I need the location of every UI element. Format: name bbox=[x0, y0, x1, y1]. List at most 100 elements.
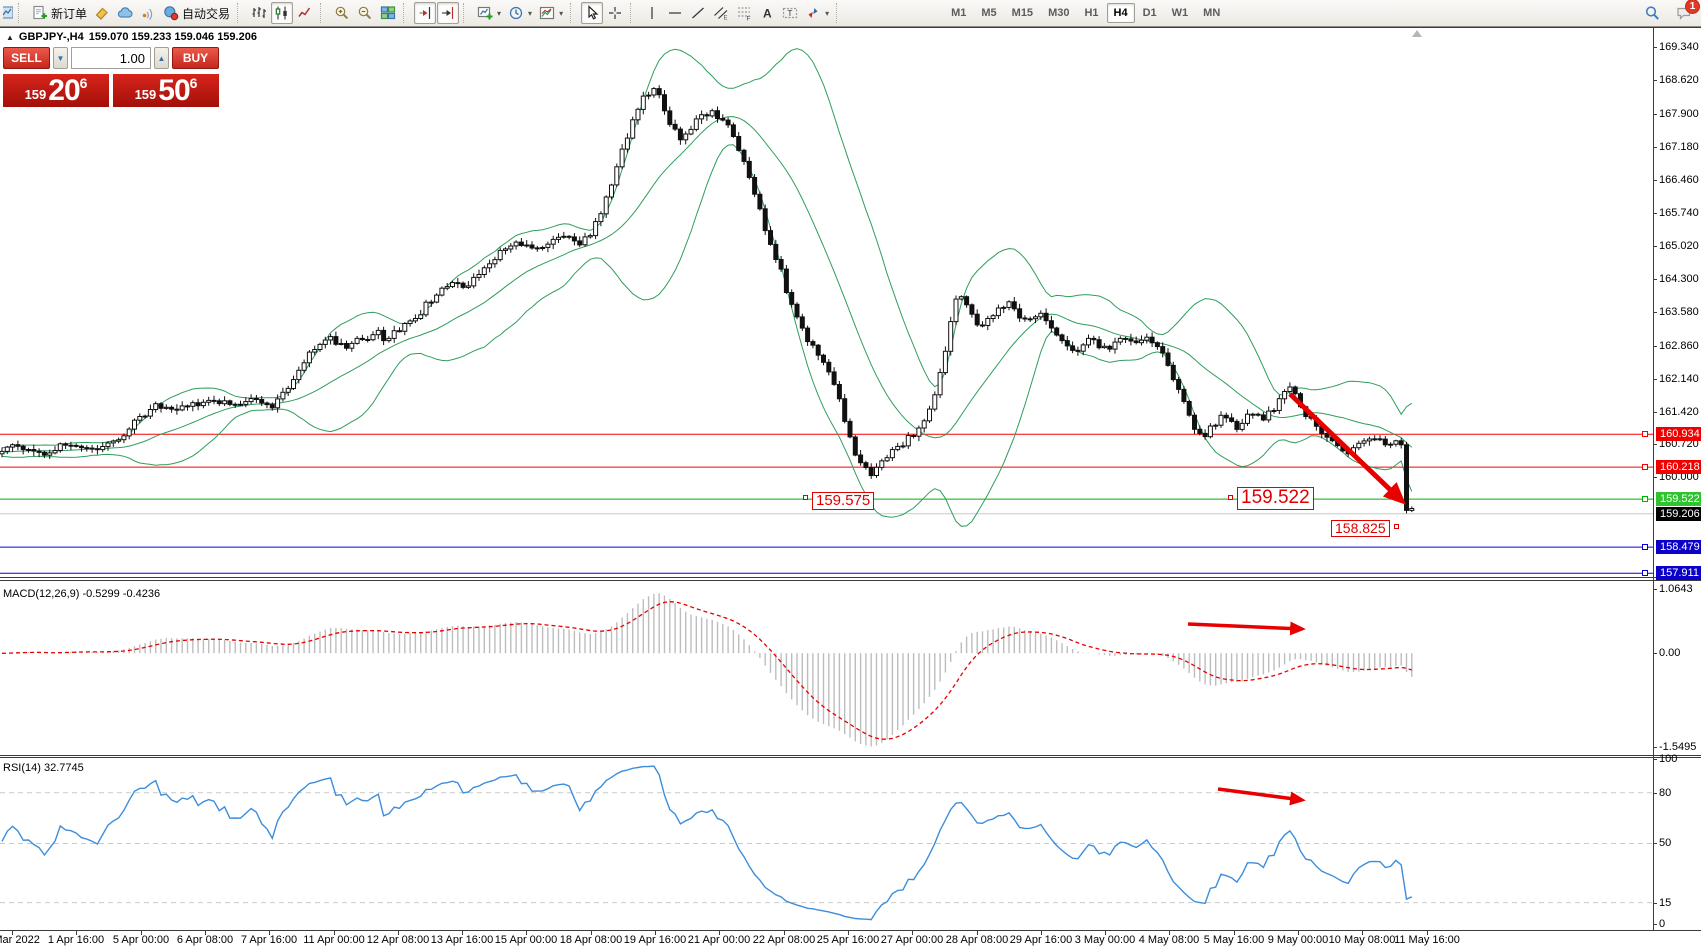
rsi-tick-label: 15 bbox=[1659, 897, 1672, 909]
hline-handle[interactable] bbox=[1642, 430, 1648, 437]
trendline-button[interactable] bbox=[687, 2, 709, 24]
autotrading-button[interactable]: 自动交易 bbox=[160, 2, 233, 24]
timeframe-w1[interactable]: W1 bbox=[1171, 7, 1189, 19]
auto-scroll-button[interactable] bbox=[437, 2, 460, 24]
macd-tick-label: -1.5495 bbox=[1659, 741, 1697, 753]
volume-stepper-down[interactable]: ▼ bbox=[53, 47, 68, 69]
timeframe-m1[interactable]: M1 bbox=[951, 7, 967, 19]
mql5-cloud-button[interactable] bbox=[114, 2, 136, 24]
text-button[interactable]: A bbox=[756, 2, 778, 24]
price-tick-label: 167.180 bbox=[1659, 141, 1699, 153]
tile-windows-button[interactable] bbox=[377, 2, 399, 24]
rsi-tick-label: 80 bbox=[1659, 787, 1672, 799]
price-badge: 159.206 bbox=[1656, 507, 1701, 521]
rsi-arrow[interactable] bbox=[1217, 787, 1306, 806]
time-tick-label: 6 Apr 08:00 bbox=[176, 934, 234, 946]
periods-button[interactable]: ▾ bbox=[505, 2, 535, 24]
hline-button[interactable] bbox=[664, 2, 686, 24]
crosshair-button[interactable] bbox=[604, 2, 626, 24]
rsi-tick-mark bbox=[1653, 924, 1657, 925]
price-tick-mark bbox=[1653, 477, 1657, 478]
volume-stepper-up[interactable]: ▲ bbox=[154, 47, 169, 69]
timeframe-h1[interactable]: H1 bbox=[1084, 7, 1099, 19]
timeframe-m15[interactable]: M15 bbox=[1011, 7, 1034, 19]
main-price-chart[interactable] bbox=[0, 28, 1653, 577]
arrows-button[interactable]: ▾ bbox=[802, 2, 832, 24]
panel-separator[interactable] bbox=[0, 577, 1701, 578]
price-tick-mark bbox=[1653, 312, 1657, 313]
search-button[interactable] bbox=[1641, 2, 1663, 24]
macd-tick-label: 0.00 bbox=[1659, 647, 1681, 659]
chart-shift-button[interactable] bbox=[414, 2, 437, 24]
notifications-button[interactable]: 1 bbox=[1673, 0, 1700, 24]
price-label-object[interactable]: 159.522 bbox=[1237, 487, 1314, 510]
label-button[interactable]: T bbox=[779, 2, 801, 24]
macd-panel[interactable] bbox=[0, 581, 1653, 754]
hline-handle[interactable] bbox=[1642, 569, 1648, 576]
line-chart-button[interactable] bbox=[294, 2, 316, 24]
price-tick-label: 163.580 bbox=[1659, 306, 1699, 318]
price-tick-mark bbox=[1653, 412, 1657, 413]
new-chart-button[interactable]: ▾ bbox=[474, 2, 504, 24]
panel-separator[interactable] bbox=[0, 757, 1701, 758]
chart-window-button[interactable] bbox=[2, 2, 14, 24]
bar-chart-button[interactable] bbox=[248, 2, 270, 24]
time-tick-mark bbox=[1041, 931, 1042, 935]
buy-button[interactable]: BUY bbox=[172, 47, 219, 69]
hline-handle[interactable] bbox=[1642, 463, 1648, 470]
rsi-tick-label: 50 bbox=[1659, 837, 1672, 849]
price-label-object[interactable]: 158.825 bbox=[1331, 520, 1390, 538]
new-order-icon bbox=[32, 5, 48, 21]
bid-price[interactable]: 159 20 6 bbox=[3, 74, 109, 107]
zoom-out-button[interactable] bbox=[354, 2, 376, 24]
bar-chart-icon bbox=[251, 5, 267, 21]
rsi-panel[interactable] bbox=[0, 758, 1653, 930]
time-tick-label: 10 May 08:00 bbox=[1328, 934, 1396, 946]
trend-arrow[interactable] bbox=[1288, 392, 1406, 505]
vline-button[interactable] bbox=[641, 2, 663, 24]
styler-button[interactable] bbox=[91, 2, 113, 24]
timeframe-mn[interactable]: MN bbox=[1203, 7, 1221, 19]
new-order-button[interactable]: 新订单 bbox=[29, 2, 90, 24]
label-anchor-handle[interactable] bbox=[1228, 495, 1233, 500]
hline-handle[interactable] bbox=[1642, 543, 1648, 550]
timeframe-m30[interactable]: M30 bbox=[1048, 7, 1070, 19]
rsi-tick-mark bbox=[1653, 759, 1657, 760]
hline-handle[interactable] bbox=[1642, 495, 1648, 502]
label-anchor-handle[interactable] bbox=[1394, 524, 1399, 529]
hline-icon bbox=[667, 5, 683, 21]
time-tick-mark bbox=[269, 931, 270, 935]
horizontal-lines[interactable] bbox=[0, 433, 1653, 574]
time-tick-label: 13 Apr 16:00 bbox=[430, 934, 494, 946]
timeframe-m5[interactable]: M5 bbox=[981, 7, 997, 19]
label-icon: T bbox=[782, 5, 798, 21]
label-anchor-handle[interactable] bbox=[803, 495, 808, 500]
templates-button[interactable]: ▾ bbox=[536, 2, 566, 24]
sell-button[interactable]: SELL bbox=[3, 47, 50, 69]
macd-tick-mark bbox=[1653, 653, 1657, 654]
toolbar-separator bbox=[630, 3, 637, 23]
time-tick-mark bbox=[1427, 931, 1428, 935]
volume-input[interactable] bbox=[71, 47, 151, 69]
ask-price[interactable]: 159 50 6 bbox=[113, 74, 219, 107]
fibo-button[interactable]: F bbox=[733, 2, 755, 24]
timeframe-d1[interactable]: D1 bbox=[1142, 7, 1157, 19]
price-label-object[interactable]: 159.575 bbox=[812, 492, 875, 511]
price-axis-border bbox=[1653, 28, 1654, 931]
cursor-button[interactable] bbox=[581, 2, 604, 24]
rsi-tick-label: 0 bbox=[1659, 918, 1666, 930]
panel-separator[interactable] bbox=[0, 755, 1701, 756]
macd-arrow[interactable] bbox=[1187, 621, 1306, 636]
channel-button[interactable]: E bbox=[710, 2, 732, 24]
zoom-in-button[interactable] bbox=[331, 2, 353, 24]
candle-chart-button[interactable] bbox=[271, 2, 294, 24]
candles bbox=[0, 85, 1415, 514]
rsi-line bbox=[1, 765, 1413, 921]
cursor-icon bbox=[584, 5, 600, 21]
timeframe-h4[interactable]: H4 bbox=[1106, 3, 1135, 23]
toolbar-separator bbox=[320, 3, 327, 23]
time-tick-mark bbox=[334, 931, 335, 935]
panel-separator[interactable] bbox=[0, 580, 1701, 581]
signals-button[interactable] bbox=[137, 2, 159, 24]
svg-text:E: E bbox=[724, 16, 728, 22]
